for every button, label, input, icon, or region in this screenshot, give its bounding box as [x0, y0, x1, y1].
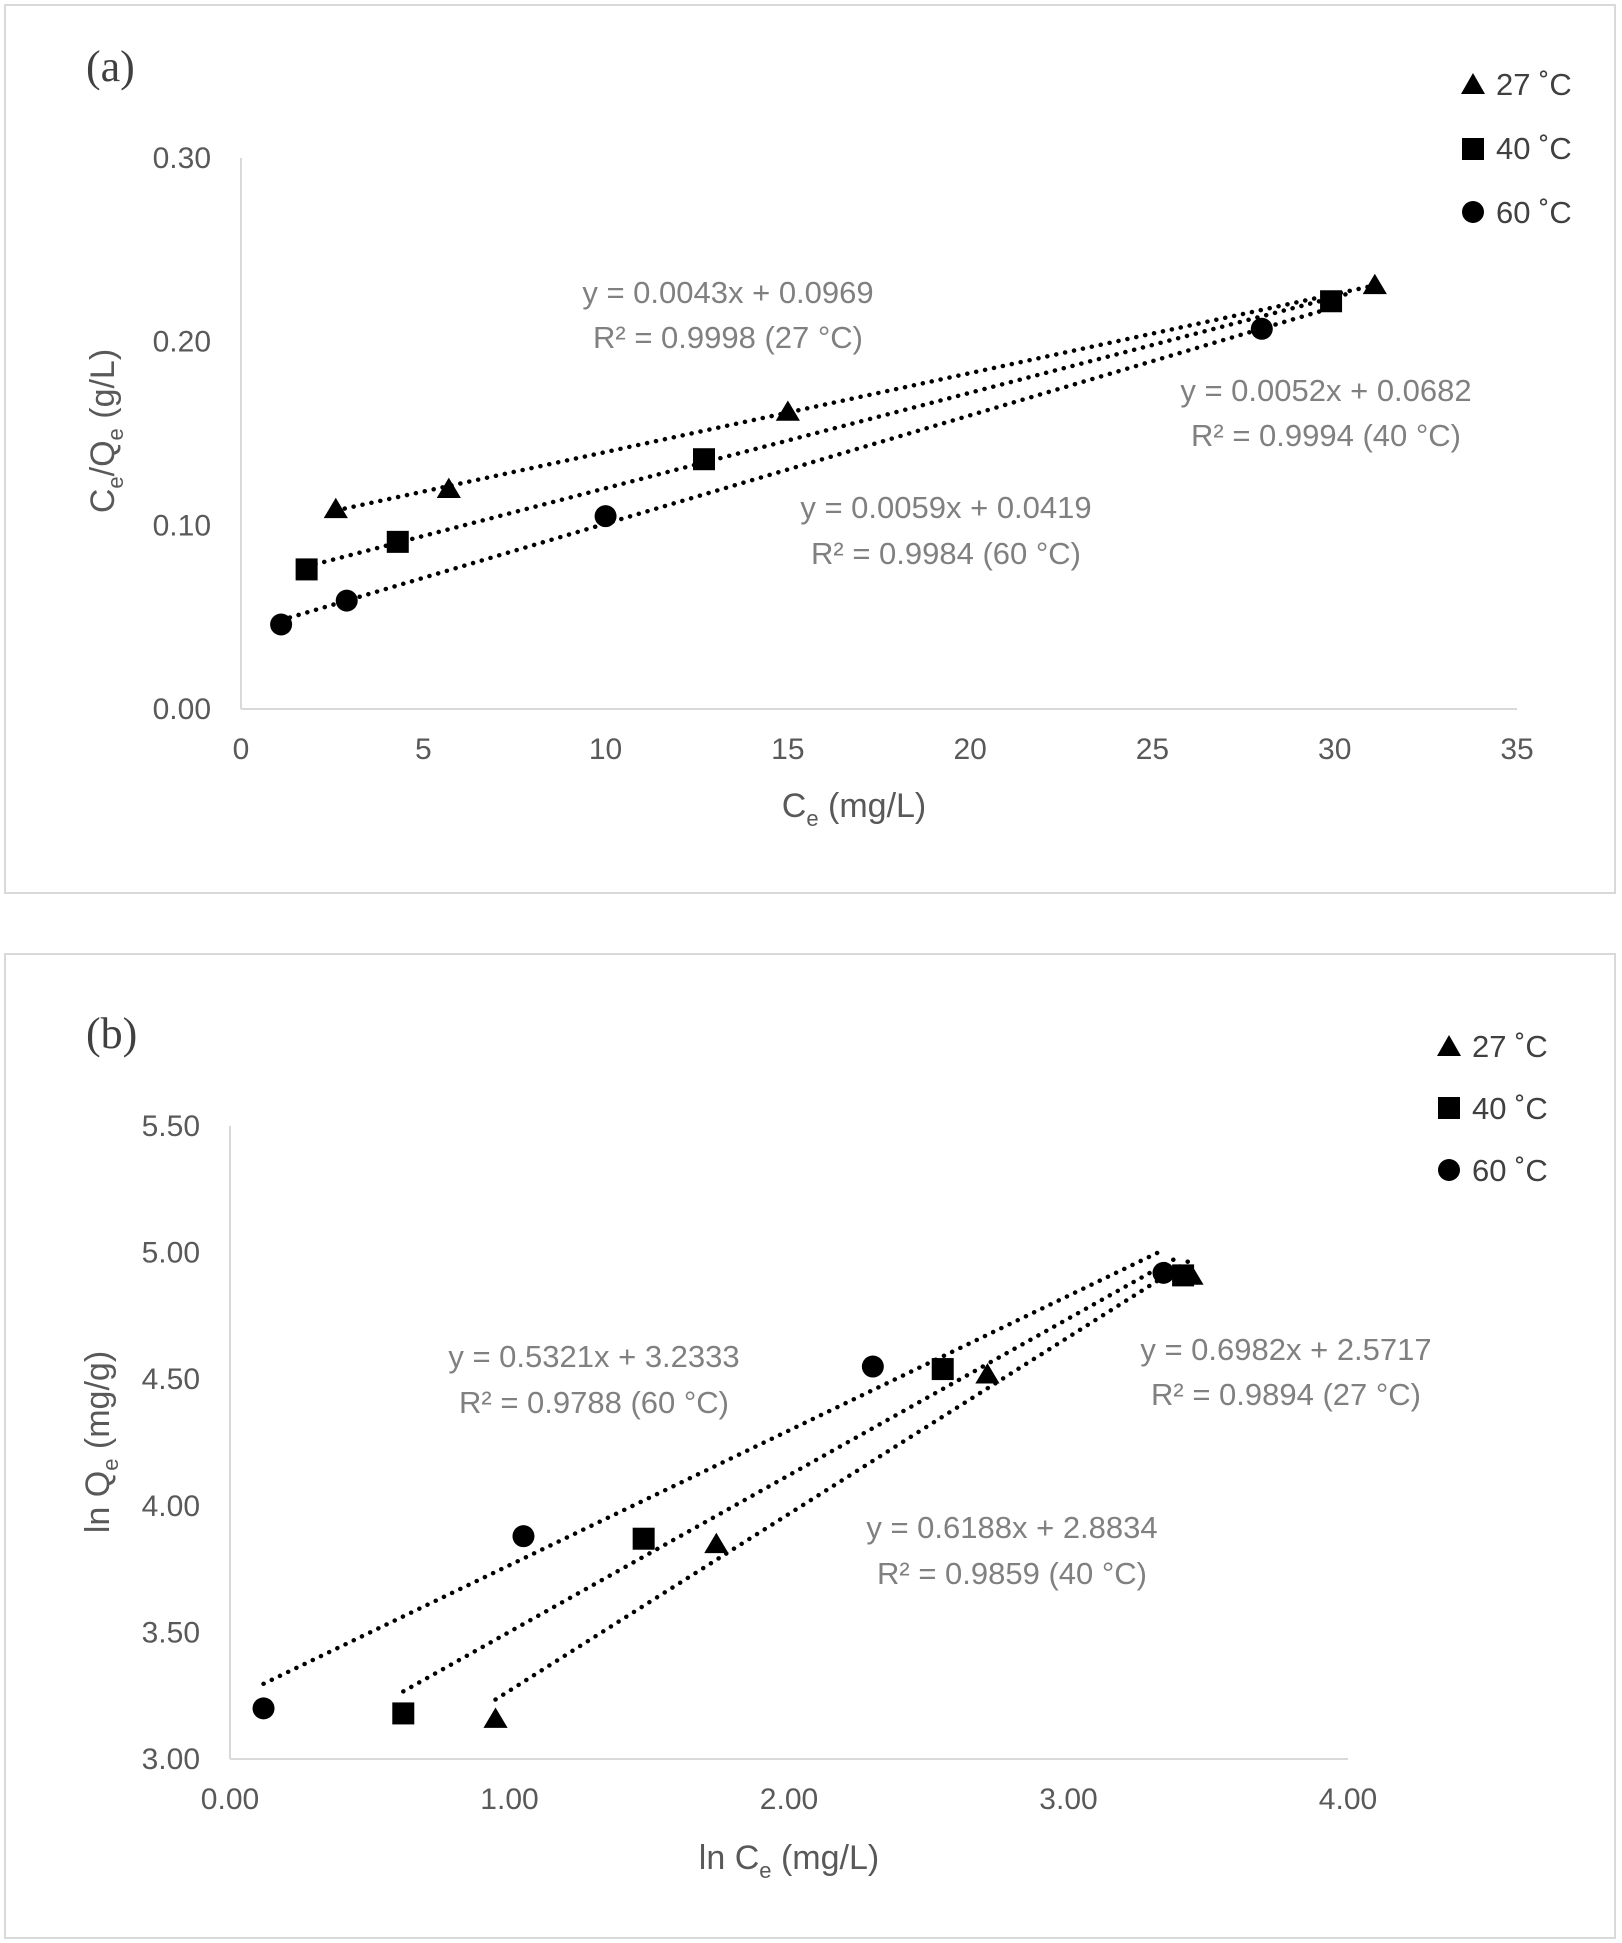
triangle-marker	[775, 400, 800, 421]
x-tick-label: 15	[771, 733, 804, 766]
trendline	[401, 1253, 1183, 1694]
y-tick-label: 3.00	[142, 1743, 200, 1776]
chart-panel-a: (a) 0 5 10 15 20 25 30 35 0.00 0.10 0.20 0.30 Ce (m…	[4, 4, 1616, 894]
equation-a-40c: y = 0.0052x + 0.0682	[1180, 373, 1471, 408]
y-tick-label: 3.50	[142, 1616, 200, 1649]
y-tick-label: 5.00	[142, 1237, 200, 1270]
x-tick-label: 10	[589, 733, 622, 766]
x-tick-label: 0	[233, 733, 250, 766]
circle-marker	[1152, 1261, 1175, 1284]
equation-a-60c: y = 0.0059x + 0.0419	[800, 490, 1091, 525]
legend-circle-icon	[1462, 201, 1484, 223]
triangle-marker	[436, 477, 461, 498]
x-tick-label: 20	[953, 733, 986, 766]
r2-b-60c: R² = 0.9788 (60 °C)	[459, 1385, 729, 1420]
triangle-marker	[483, 1707, 508, 1728]
legend-label-40c: 40 ˚C	[1496, 131, 1572, 166]
legend-a: 27 ˚C 40 ˚C 60 ˚C	[1461, 67, 1572, 230]
circle-marker	[594, 505, 617, 528]
trendline	[493, 1258, 1191, 1702]
square-marker	[392, 1702, 415, 1725]
equation-b-60c: y = 0.5321x + 3.2333	[448, 1339, 739, 1374]
x-tick-label: 30	[1318, 733, 1351, 766]
y-tick-label: 0.20	[153, 326, 211, 359]
legend-label-27c: 27 ˚C	[1472, 1029, 1548, 1064]
x-tick-label: 0.00	[201, 1783, 259, 1816]
y-axis-title-b: ln Qe (mg/g)	[79, 1351, 123, 1533]
tick-labels-a: 0 5 10 15 20 25 30 35 0.00 0.10 0.20 0.30	[153, 142, 1534, 766]
y-tick-label: 4.00	[142, 1490, 200, 1523]
legend-triangle-icon	[1461, 73, 1485, 94]
tick-labels-b: 0.00 1.00 2.00 3.00 4.00 3.00 3.50 4.00 4.50 5.00…	[142, 1110, 1378, 1816]
y-tick-label: 0.10	[153, 509, 211, 542]
legend-label-60c: 60 ˚C	[1496, 195, 1572, 230]
equation-b-27c: y = 0.6982x + 2.5717	[1140, 1332, 1431, 1367]
chart-b-svg: (b) 0.00 1.00 2.00 3.00 4.00 3.00 3.50 4.00 4.50…	[79, 1009, 1548, 1883]
y-axis-title-a: Ce/Qe (g/L)	[84, 349, 128, 513]
y-tick-label: 5.50	[142, 1110, 200, 1143]
x-tick-label: 1.00	[480, 1783, 538, 1816]
legend-b: 27 ˚C 40 ˚C 60 ˚C	[1437, 1029, 1548, 1188]
x-tick-label: 35	[1500, 733, 1533, 766]
equation-b-40c: y = 0.6188x + 2.8834	[866, 1510, 1157, 1545]
x-tick-label: 5	[415, 733, 432, 766]
circle-marker	[335, 589, 358, 612]
trendlines-b	[261, 1247, 1191, 1702]
r2-a-27c: R² = 0.9998 (27 °C)	[593, 320, 863, 355]
triangle-marker	[975, 1363, 1000, 1384]
chart-a-svg: (a) 0 5 10 15 20 25 30 35 0.00 0.10 0.20 0.30 Ce (m…	[84, 42, 1572, 831]
circle-marker	[270, 613, 293, 636]
trendline	[304, 290, 1356, 569]
r2-b-27c: R² = 0.9894 (27 °C)	[1151, 1377, 1421, 1412]
triangle-marker	[704, 1532, 729, 1554]
x-tick-label: 25	[1136, 733, 1169, 766]
circle-marker	[252, 1697, 275, 1720]
y-tick-label: 4.50	[142, 1363, 200, 1396]
triangle-marker	[323, 497, 348, 519]
legend-triangle-icon	[1437, 1035, 1461, 1056]
square-marker	[1172, 1264, 1195, 1287]
x-tick-label: 4.00	[1319, 1783, 1377, 1816]
panel-label-b: (b)	[86, 1009, 137, 1058]
x-axis-title-a: Ce (mg/L)	[782, 787, 927, 831]
square-marker	[295, 558, 318, 581]
legend-square-icon	[1462, 138, 1484, 160]
circle-marker	[1250, 317, 1273, 340]
data-points-a	[270, 273, 1387, 636]
trendline	[261, 1247, 1166, 1687]
legend-label-60c: 60 ˚C	[1472, 1153, 1548, 1188]
y-tick-label: 0.30	[153, 142, 211, 175]
circle-marker	[861, 1355, 884, 1378]
x-axis-title-b: ln Ce (mg/L)	[699, 1839, 879, 1883]
r2-a-60c: R² = 0.9984 (60 °C)	[811, 536, 1081, 571]
panel-label-a: (a)	[86, 42, 135, 91]
legend-label-27c: 27 ˚C	[1496, 67, 1572, 102]
circle-marker	[512, 1525, 535, 1548]
square-marker	[386, 530, 409, 553]
trendlines-a	[278, 283, 1378, 623]
legend-square-icon	[1438, 1097, 1460, 1119]
legend-label-40c: 40 ˚C	[1472, 1091, 1548, 1126]
square-marker	[693, 448, 716, 471]
square-marker	[931, 1358, 954, 1381]
triangle-marker	[1362, 273, 1387, 295]
trendline	[278, 306, 1330, 623]
r2-b-40c: R² = 0.9859 (40 °C)	[877, 1556, 1147, 1591]
square-marker	[632, 1527, 655, 1550]
chart-panel-b: (b) 0.00 1.00 2.00 3.00 4.00 3.00 3.50 4.00 4.50…	[4, 953, 1616, 1939]
data-points-b	[252, 1261, 1204, 1728]
x-tick-label: 2.00	[760, 1783, 818, 1816]
x-tick-label: 3.00	[1039, 1783, 1097, 1816]
r2-a-40c: R² = 0.9994 (40 °C)	[1191, 418, 1461, 453]
legend-circle-icon	[1438, 1159, 1460, 1181]
equation-a-27c: y = 0.0043x + 0.0969	[582, 275, 873, 310]
y-tick-label: 0.00	[153, 693, 211, 726]
square-marker	[1320, 290, 1343, 313]
